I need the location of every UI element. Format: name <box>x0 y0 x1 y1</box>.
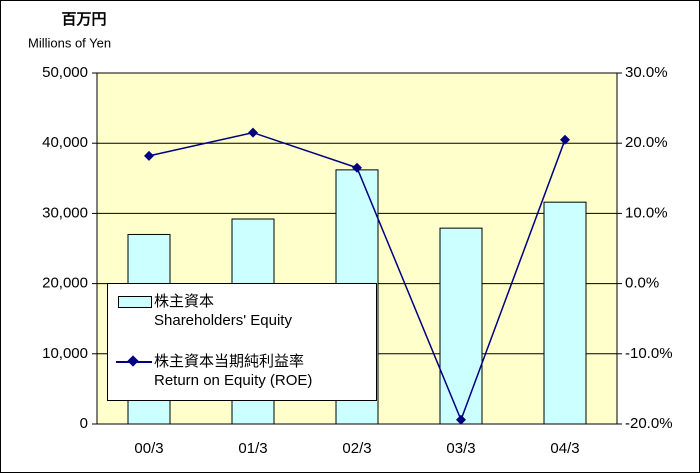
y-tick-label: 10,000 <box>42 345 88 362</box>
line-marker <box>456 414 466 425</box>
legend-label: 株主資本当期純利益率 Return on Equity (ROE) <box>154 353 313 389</box>
bar <box>543 201 587 425</box>
y-tick-label: 30,000 <box>42 204 88 221</box>
y-tick-label: 20,000 <box>42 275 88 292</box>
legend-marker <box>127 355 139 367</box>
legend: 株主資本 Shareholders' Equity 株主資本当期純利益率 Retu… <box>107 283 377 401</box>
legend-key <box>118 296 152 308</box>
line-marker <box>560 134 570 145</box>
y2-tick-label: 10.0% <box>625 204 668 221</box>
y-tick-label: 40,000 <box>42 134 88 151</box>
y2-tick-label: 20.0% <box>625 134 668 151</box>
line-marker <box>352 162 362 173</box>
y2-tick-label: 30.0% <box>625 64 668 81</box>
y-tick-label: 0 <box>80 415 88 432</box>
legend-key <box>116 355 152 367</box>
y2-tick-label: 0.0% <box>625 275 659 292</box>
line-marker <box>144 150 154 161</box>
x-tick-label: 00/3 <box>134 440 163 457</box>
y-unit-label-en: Millions of Yen <box>28 35 111 50</box>
x-tick-label: 02/3 <box>342 440 371 457</box>
bar <box>439 227 483 425</box>
y2-tick-label: -20.0% <box>625 415 673 432</box>
x-tick-label: 01/3 <box>238 440 267 457</box>
legend-label: 株主資本 Shareholders' Equity <box>154 293 292 329</box>
x-tick-label: 04/3 <box>550 440 579 457</box>
y2-tick-label: -10.0% <box>625 345 673 362</box>
y-tick-label: 50,000 <box>42 64 88 81</box>
y-unit-label: 百万円 <box>61 11 106 28</box>
line-marker <box>248 127 258 138</box>
x-tick-label: 03/3 <box>446 440 475 457</box>
